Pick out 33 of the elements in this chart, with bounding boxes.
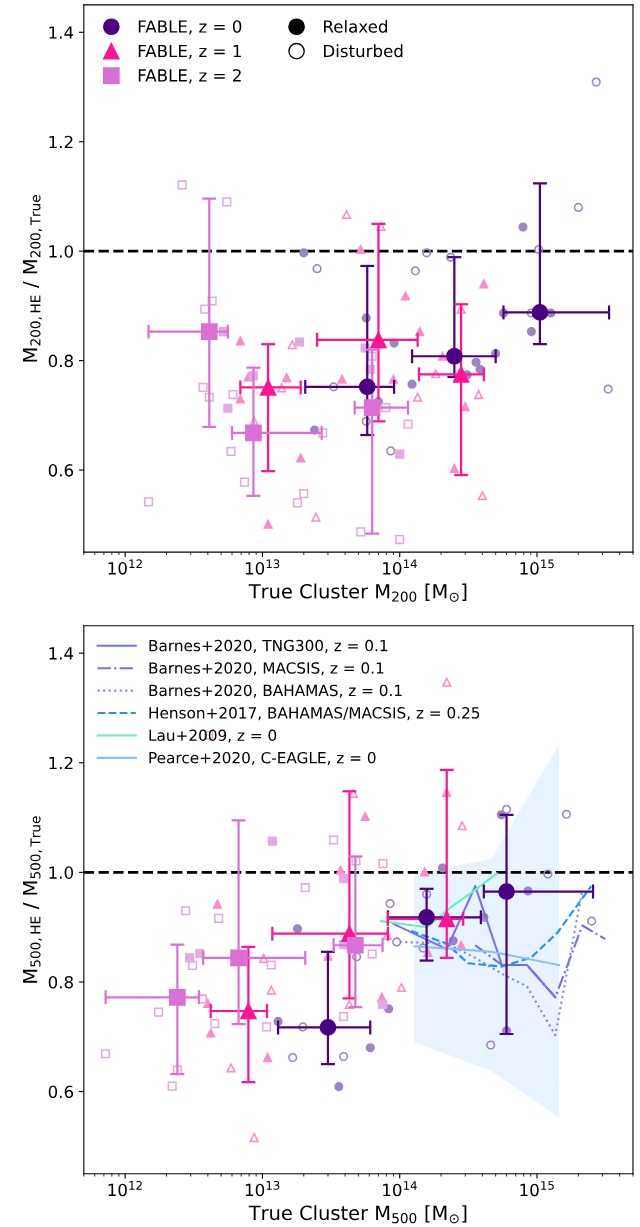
y-tick-label: 1.4	[49, 26, 74, 39]
x-tick-label: 10$^{15}$	[520, 559, 554, 575]
legend-label: Lau+2009, z = 0	[149, 729, 277, 743]
x-tick-label: 10$^{12}$	[108, 559, 142, 575]
x-tick-label: 10$^{13}$	[245, 1180, 280, 1197]
x-tick-label: 10$^{14}$	[383, 559, 417, 575]
x-tick-label: 10$^{14}$	[383, 1181, 417, 1197]
x-axis-title: True Cluster M$_{200}$ [M$_{⊙}$]	[248, 583, 467, 602]
legend-label: Pearce+2020, C-EAGLE, z = 0	[149, 751, 376, 766]
x-axis-title: True Cluster M$_{500}$ [M$_{⊙}$]	[248, 1205, 467, 1224]
y-tick-label: 0.6	[48, 1085, 74, 1099]
y-tick-label: 1.0	[49, 866, 74, 879]
y-tick-label: 0.8	[48, 354, 73, 368]
x-tick-label: 10$^{12}$	[108, 1180, 142, 1197]
y-tick-label: 1.4	[49, 647, 74, 660]
y-tick-label: 1.0	[49, 245, 74, 258]
y-tick-label: 0.8	[48, 975, 73, 989]
legend-label: Barnes+2020, BAHAMAS, z = 0.1	[149, 684, 402, 698]
x-tick-label: 10$^{15}$	[520, 1181, 554, 1197]
legend-label: FABLE, z = 0	[138, 20, 242, 35]
y-tick-label: 1.2	[49, 135, 73, 149]
legend-label: Relaxed	[324, 19, 387, 33]
y-axis-title: M$_{500,HE}$ / M$_{500,True}$	[23, 816, 42, 983]
x-tick-label: 10$^{13}$	[245, 559, 280, 575]
y-tick-label: 0.6	[48, 464, 74, 477]
legend-label: Disturbed	[324, 44, 403, 58]
legend-label: FABLE, z = 1	[138, 44, 241, 59]
y-axis-title: M$_{200,HE}$ / M$_{200,True}$	[23, 195, 42, 362]
y-tick-label: 1.2	[49, 756, 73, 770]
legend-label: Barnes+2020, MACSIS, z = 0.1	[149, 662, 384, 676]
legend-label: Barnes+2020, TNG300, z = 0.1	[149, 639, 388, 653]
legend-label: Henson+2017, BAHAMAS/MACSIS, z = 0.25	[149, 707, 480, 721]
legend-label: FABLE, z = 2	[138, 69, 241, 84]
